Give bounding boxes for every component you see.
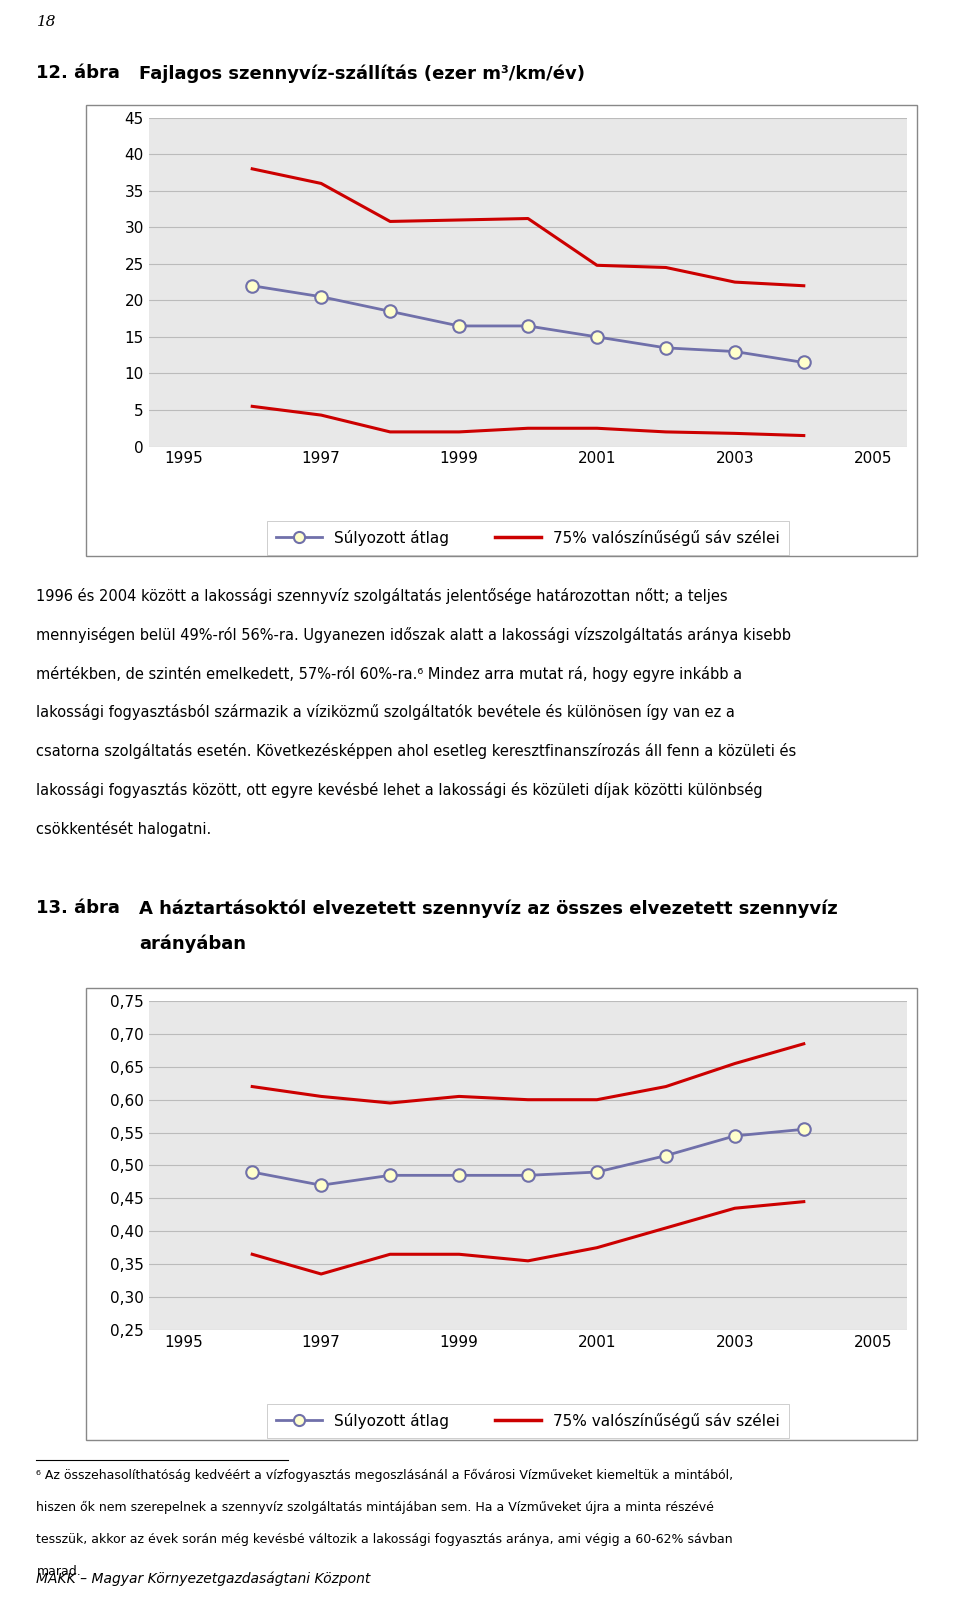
Text: 1996 és 2004 között a lakossági szennyvíz szolgáltatás jelentősége határozottan : 1996 és 2004 között a lakossági szennyví…: [36, 588, 728, 604]
Text: 12. ábra: 12. ábra: [36, 64, 120, 82]
Text: MAKK – Magyar Környezetgazdaságtani Központ: MAKK – Magyar Környezetgazdaságtani Közp…: [36, 1572, 371, 1586]
Text: marad.: marad.: [36, 1565, 82, 1578]
Legend: Súlyozott átlag, 75% valószínűségű sáv szélei: Súlyozott átlag, 75% valószínűségű sáv s…: [267, 1404, 789, 1438]
Text: lakossági fogyasztásból származik a víziközmű szolgáltatók bevétele és különösen: lakossági fogyasztásból származik a vízi…: [36, 704, 735, 721]
Text: csatorna szolgáltatás esetén. Következésképpen ahol esetleg keresztfinanszírozás: csatorna szolgáltatás esetén. Következés…: [36, 743, 797, 759]
Text: hiszen ők nem szerepelnek a szennyvíz szolgáltatás mintájában sem. Ha a Vízművek: hiszen ők nem szerepelnek a szennyvíz sz…: [36, 1501, 714, 1514]
Text: 18: 18: [36, 15, 56, 29]
Text: ⁶ Az összehasolíthatóság kedvéért a vízfogyasztás megoszlásánál a Fővárosi Vízmű: ⁶ Az összehasolíthatóság kedvéért a vízf…: [36, 1469, 733, 1481]
Text: Fajlagos szennyvíz-szállítás (ezer m³/km/év): Fajlagos szennyvíz-szállítás (ezer m³/km…: [139, 64, 586, 82]
Text: 13. ábra: 13. ábra: [36, 899, 120, 917]
Text: A háztartásoktól elvezetett szennyvíz az összes elvezetett szennyvíz: A háztartásoktól elvezetett szennyvíz az…: [139, 899, 838, 917]
Text: mennyiségen belül 49%-ról 56%-ra. Ugyanezen időszak alatt a lakossági vízszolgál: mennyiségen belül 49%-ról 56%-ra. Ugyane…: [36, 627, 791, 643]
Text: tesszük, akkor az évek során még kevésbé változik a lakossági fogyasztás aránya,: tesszük, akkor az évek során még kevésbé…: [36, 1533, 733, 1546]
Text: csökkentését halogatni.: csökkentését halogatni.: [36, 821, 212, 837]
Text: mértékben, de szintén emelkedett, 57%-ról 60%-ra.⁶ Mindez arra mutat rá, hogy eg: mértékben, de szintén emelkedett, 57%-ró…: [36, 666, 743, 682]
Legend: Súlyozott átlag, 75% valószínűségű sáv szélei: Súlyozott átlag, 75% valószínűségű sáv s…: [267, 521, 789, 555]
Text: lakossági fogyasztás között, ott egyre kevésbé lehet a lakossági és közületi díj: lakossági fogyasztás között, ott egyre k…: [36, 782, 763, 798]
Text: arányában: arányában: [139, 935, 246, 953]
